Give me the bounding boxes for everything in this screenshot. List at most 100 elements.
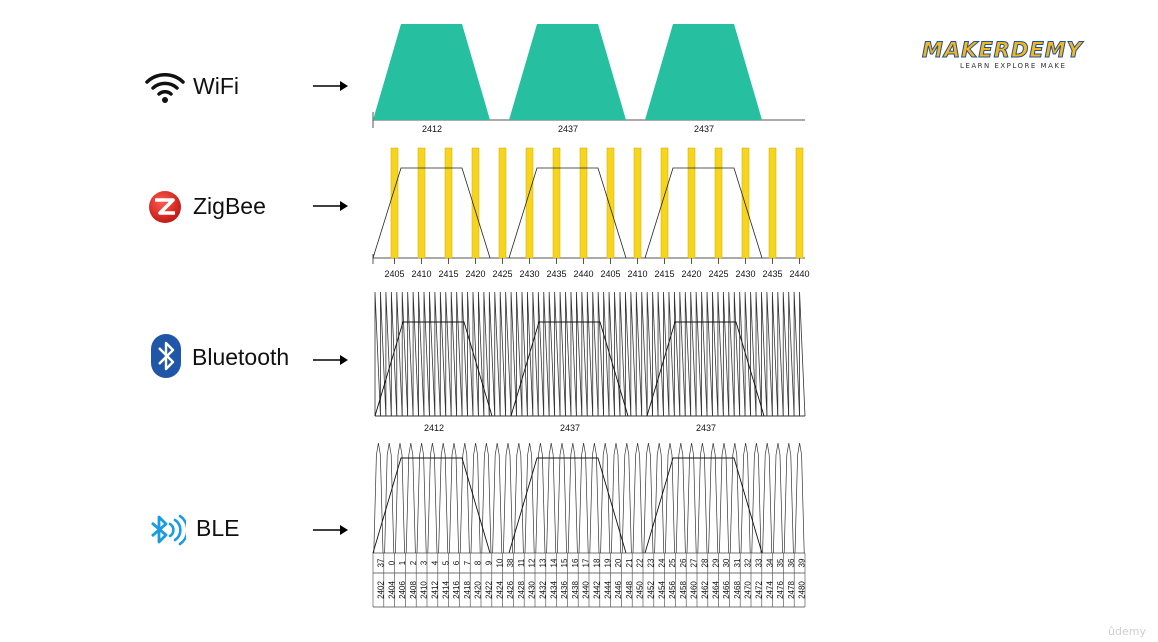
ble-frequency: 2412 [431, 581, 440, 599]
zigbee-channel-label: 2405 [384, 269, 404, 279]
ble-channel-number: 16 [571, 558, 580, 567]
ble-channel [503, 442, 513, 554]
zigbee-channel-bar [417, 147, 426, 259]
bluetooth-channel [456, 291, 463, 417]
bluetooth-channel-label: 2437 [560, 423, 580, 433]
ble-channel-number: 39 [798, 558, 807, 567]
ble-frequency: 2480 [798, 581, 807, 599]
zigbee-wifi-overlay-3 [644, 167, 763, 259]
zigbee-channel-label: 2415 [438, 269, 458, 279]
bluetooth-channel [706, 291, 713, 417]
zigbee-channel-label: 2410 [411, 269, 431, 279]
bluetooth-channel [744, 291, 751, 417]
ble-channel [783, 442, 794, 554]
zigbee-channel-bar [687, 147, 696, 259]
ble-frequency: 2426 [506, 581, 515, 599]
ble-frequency: 2470 [744, 581, 753, 599]
ble-frequency: 2456 [668, 581, 677, 599]
bluetooth-channel [527, 291, 534, 417]
makerdemy-tagline: LEARN EXPLORE MAKE [960, 62, 1067, 70]
ble-channel-number: 23 [647, 558, 656, 567]
bluetooth-channel [701, 291, 708, 417]
bluetooth-channel [668, 291, 675, 417]
ble-channel-number: 31 [733, 558, 742, 567]
ble-channel-number: 10 [495, 558, 504, 567]
ble-frequency: 2478 [787, 581, 796, 599]
ble-channel [438, 442, 449, 554]
ble-frequency: 2410 [420, 581, 429, 599]
bluetooth-channel [652, 291, 659, 417]
zigbee-channel-bar [552, 147, 561, 259]
ble-channel [697, 442, 708, 554]
bluetooth-channel [657, 291, 664, 417]
ble-channel-number: 9 [485, 560, 494, 565]
ble-channel [611, 442, 621, 554]
bluetooth-channel [401, 291, 409, 417]
ble-channel-number: 29 [711, 558, 720, 567]
ble-frequency: 2462 [701, 581, 710, 599]
ble-channel [395, 442, 405, 554]
ble-channel [643, 442, 654, 554]
ble-channel-number: 17 [582, 558, 591, 567]
bluetooth-wifi-overlay-2 [510, 321, 629, 417]
ble-channel-number: 11 [517, 558, 526, 567]
bluetooth-channel [516, 291, 523, 417]
bluetooth-channel [581, 291, 588, 417]
bluetooth-channel [712, 291, 719, 417]
ble-channel [675, 442, 686, 554]
bluetooth-channel [548, 291, 556, 417]
bluetooth-channel [799, 291, 806, 417]
ble-channel [546, 442, 557, 554]
zigbee-channel-bar [741, 147, 750, 259]
wifi-channel-label: 2437 [694, 124, 714, 134]
ble-frequency: 2472 [755, 581, 764, 599]
ble-channel [665, 442, 675, 554]
ble-wifi-overlay-1 [372, 457, 491, 554]
ble-channel-number: 27 [690, 558, 699, 567]
ble-frequency: 2414 [441, 581, 450, 599]
ble-channel-number: 28 [701, 558, 710, 567]
zigbee-channel-bar [714, 147, 723, 259]
zigbee-channel-bar [390, 147, 399, 259]
bluetooth-channel [565, 291, 572, 417]
ble-frequency: 2434 [549, 581, 558, 599]
ble-channel [751, 442, 762, 554]
bluetooth-channel [663, 291, 670, 417]
ble-channel-number: 36 [787, 558, 796, 567]
zigbee-channel-label: 2430 [519, 269, 539, 279]
bluetooth-channel-label: 2437 [696, 423, 716, 433]
ble-frequency: 2430 [528, 581, 537, 599]
ble-channel [459, 442, 470, 554]
ble-channel [492, 442, 503, 554]
ble-channel-number: 0 [387, 560, 396, 565]
ble-frequency: 2468 [733, 581, 742, 599]
bluetooth-channel [603, 291, 610, 417]
bluetooth-channel [608, 291, 615, 417]
bluetooth-channel [570, 291, 577, 417]
bluetooth-channel [788, 291, 795, 417]
ble-wifi-overlay-2 [508, 457, 627, 554]
bluetooth-channel [488, 291, 496, 417]
ble-channel [567, 442, 578, 554]
ble-frequency: 2420 [474, 581, 483, 599]
bluetooth-channel [543, 291, 550, 417]
bluetooth-channel [505, 291, 512, 417]
bluetooth-channel [777, 291, 784, 417]
bluetooth-channel [380, 291, 387, 417]
zigbee-channel-label: 2420 [681, 269, 701, 279]
bluetooth-channel [537, 291, 545, 417]
ble-frequency: 2438 [571, 581, 580, 599]
ble-frequency: 2446 [614, 581, 623, 599]
makerdemy-logo: MAKERDEMY [922, 38, 1083, 63]
zigbee-icon [149, 191, 181, 223]
zigbee-label: ZigBee [193, 193, 266, 219]
zigbee-channel-bar [606, 147, 615, 259]
ble-frequency: 2408 [409, 581, 418, 599]
ble-channel-number: 4 [431, 560, 440, 565]
bluetooth-channel [390, 291, 398, 417]
ble-frequency: 2474 [765, 581, 774, 599]
bluetooth-channel [624, 291, 632, 417]
bluetooth-channel [461, 291, 468, 417]
bluetooth-le-icon [151, 514, 186, 546]
ble-frequency: 2418 [463, 581, 472, 599]
